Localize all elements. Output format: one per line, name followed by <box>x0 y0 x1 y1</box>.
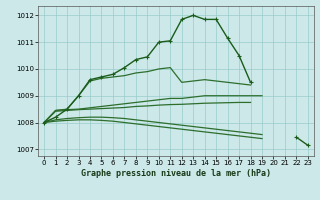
X-axis label: Graphe pression niveau de la mer (hPa): Graphe pression niveau de la mer (hPa) <box>81 169 271 178</box>
